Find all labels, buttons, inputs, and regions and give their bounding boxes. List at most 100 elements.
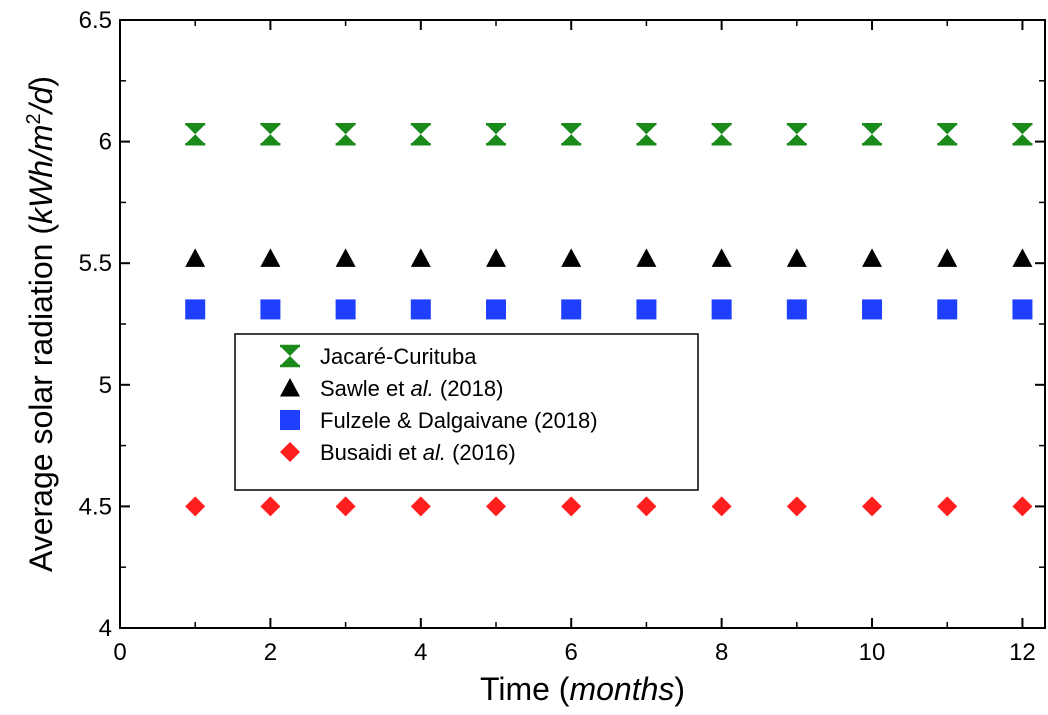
series-3 <box>185 496 1033 517</box>
data-point <box>335 299 356 320</box>
data-point <box>862 496 883 517</box>
data-point <box>260 299 281 320</box>
series-2 <box>185 299 1033 320</box>
x-tick-label: 4 <box>414 639 427 666</box>
data-point <box>185 248 206 267</box>
y-tick-label: 6.5 <box>79 7 112 34</box>
marker-upper <box>862 124 883 135</box>
data-point <box>260 123 281 146</box>
data-point <box>410 496 431 517</box>
data-point <box>260 496 281 517</box>
data-point <box>711 248 732 267</box>
ticks-layer: 0 2 4 6 8 10 12 4 4.5 5 5.5 6 6.5 <box>79 7 1045 666</box>
legend-label: Busaidi et al. (2016) <box>320 440 516 465</box>
marker-lower <box>335 134 356 145</box>
marker-upper <box>711 124 732 135</box>
data-point <box>410 123 431 146</box>
marks-layer <box>185 123 1033 517</box>
marker-lower <box>260 134 281 145</box>
data-point <box>937 299 958 320</box>
data-point <box>335 123 356 146</box>
legend-marker <box>280 410 300 430</box>
data-point <box>862 299 883 320</box>
data-point <box>410 299 431 320</box>
data-point <box>1012 299 1033 320</box>
x-tick-label: 2 <box>264 639 277 666</box>
data-point <box>561 248 582 267</box>
data-point <box>260 248 281 267</box>
marker-upper <box>786 124 807 135</box>
x-tick-label: 6 <box>565 639 578 666</box>
x-tick-label: 0 <box>113 639 126 666</box>
data-point <box>636 123 657 146</box>
legend-box <box>234 333 699 491</box>
data-point <box>937 123 958 146</box>
legend-label: Jacaré-Curituba <box>320 344 477 369</box>
data-point <box>335 496 356 517</box>
data-point <box>486 248 507 267</box>
data-point <box>335 248 356 267</box>
y-axis-title: Average solar radiation (kWh/m2/d) <box>23 76 59 572</box>
legend: Jacaré-Curituba Sawle et al. (2018) Fulzel… <box>234 333 699 491</box>
series-1 <box>185 248 1033 267</box>
data-point <box>636 248 657 267</box>
marker-lower <box>862 134 883 145</box>
marker-lower <box>561 134 582 145</box>
x-tick-label: 12 <box>1009 639 1036 666</box>
legend-marker <box>280 344 300 368</box>
marker-upper <box>185 124 206 135</box>
marker-lower <box>1012 134 1033 145</box>
marker-upper <box>335 124 356 135</box>
marker-upper <box>937 124 958 135</box>
legend-label: Fulzele & Dalgaivane (2018) <box>320 408 598 433</box>
data-point <box>636 299 657 320</box>
marker-upper <box>280 346 300 356</box>
plot-frame <box>119 19 1046 629</box>
legend-label: Sawle et al. (2018) <box>320 376 503 401</box>
marker-lower <box>711 134 732 145</box>
marker-lower <box>185 134 206 145</box>
data-point <box>185 299 206 320</box>
y-tick-label: 4.5 <box>79 493 112 520</box>
marker-upper <box>561 124 582 135</box>
y-tick-label: 5 <box>99 372 112 399</box>
data-point <box>1012 248 1033 267</box>
x-tick-label: 8 <box>715 639 728 666</box>
data-point <box>786 496 807 517</box>
data-point <box>711 299 732 320</box>
data-point <box>410 248 431 267</box>
legend-marker <box>280 442 300 462</box>
data-point <box>937 496 958 517</box>
data-point <box>561 299 582 320</box>
marker-lower <box>280 356 300 366</box>
data-point <box>786 299 807 320</box>
marker-lower <box>937 134 958 145</box>
data-point <box>486 299 507 320</box>
marker-upper <box>636 124 657 135</box>
x-axis-title: Time (months) <box>480 671 685 707</box>
marker-upper <box>1012 124 1033 135</box>
data-point <box>862 123 883 146</box>
data-point <box>786 248 807 267</box>
data-point <box>636 496 657 517</box>
data-point <box>786 123 807 146</box>
marker-lower <box>410 134 431 145</box>
marker-upper <box>410 124 431 135</box>
x-tick-label: 10 <box>859 639 886 666</box>
data-point <box>486 123 507 146</box>
marker-upper <box>260 124 281 135</box>
data-point <box>185 496 206 517</box>
marker-lower <box>486 134 507 145</box>
series-0 <box>185 123 1033 146</box>
y-tick-label: 5.5 <box>79 250 112 277</box>
marker-upper <box>486 124 507 135</box>
data-point <box>185 123 206 146</box>
y-tick-label: 6 <box>99 129 112 156</box>
data-point <box>1012 123 1033 146</box>
marker-lower <box>786 134 807 145</box>
data-point <box>561 496 582 517</box>
y-tick-label: 4 <box>99 615 112 642</box>
data-point <box>937 248 958 267</box>
data-point <box>711 123 732 146</box>
